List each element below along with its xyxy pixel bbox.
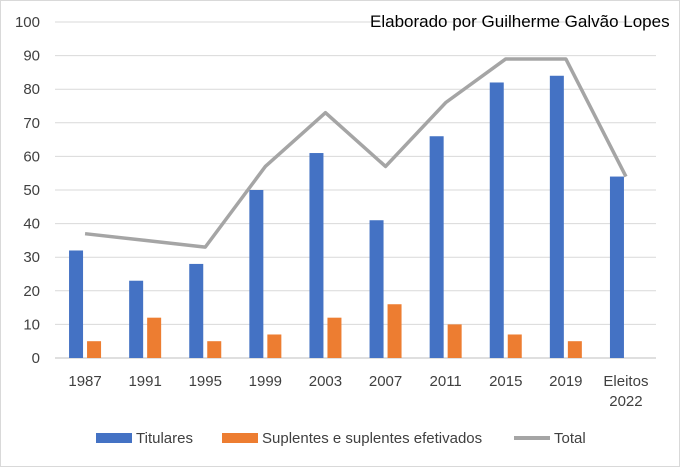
bar-titulares	[129, 280, 144, 358]
x-tick-label: 1987	[68, 373, 101, 390]
y-tick-label: 90	[23, 48, 40, 65]
bar-titulares	[489, 82, 504, 358]
legend-swatch	[222, 433, 258, 443]
bar-titulares	[369, 220, 384, 358]
x-tick-label: 2019	[549, 373, 582, 390]
x-tick-label: 1999	[249, 373, 282, 390]
bar-titulares	[549, 75, 564, 358]
y-tick-label: 60	[23, 148, 40, 165]
y-axis-ticks: 0 10 20 30 40 50 60 70 80 90 100	[15, 14, 40, 367]
x-tick-label: 1995	[189, 373, 222, 390]
bar-titulares	[189, 263, 204, 358]
bar-suplentes-e-suplentes-efetivados	[387, 304, 402, 358]
y-tick-label: 30	[23, 249, 40, 266]
y-tick-label: 40	[23, 216, 40, 233]
x-tick-label: 2007	[369, 373, 402, 390]
grid-lines	[55, 21, 656, 359]
bar-suplentes-e-suplentes-efetivados	[567, 341, 582, 358]
legend: Titulares Suplentes e suplentes efetivado…	[96, 430, 586, 447]
bar-titulares	[429, 136, 444, 358]
x-tick-label: 2015	[489, 373, 522, 390]
bar-titulares	[69, 250, 84, 358]
x-tick-label: 2003	[309, 373, 342, 390]
y-tick-label: 70	[23, 115, 40, 132]
y-tick-label: 0	[32, 350, 40, 367]
x-tick-label: 2011	[430, 373, 462, 390]
legend-label: Suplentes e suplentes efetivados	[262, 430, 482, 447]
bar-suplentes-e-suplentes-efetivados	[147, 317, 162, 358]
chart-annotation: Elaborado por Guilherme Galvão Lopes	[370, 12, 670, 31]
x-tick-label: 1991	[128, 373, 161, 390]
bar-suplentes-e-suplentes-efetivados	[327, 317, 342, 358]
bars	[69, 75, 624, 358]
y-tick-label: 50	[23, 182, 40, 199]
y-tick-label: 10	[23, 316, 40, 333]
bar-titulares	[249, 190, 264, 358]
legend-label: Total	[554, 430, 586, 447]
y-tick-label: 80	[23, 81, 40, 98]
legend-swatch	[96, 433, 132, 443]
x-tick-label: 2022	[609, 393, 642, 410]
bar-suplentes-e-suplentes-efetivados	[507, 334, 522, 358]
legend-label: Titulares	[136, 430, 193, 447]
x-axis-ticks: 1987 1991 1995 1999 2003 2007 2011 2015 2019 Elei…	[68, 373, 648, 410]
x-tick-label: Eleitos	[603, 373, 648, 390]
y-tick-label: 20	[23, 283, 40, 300]
bar-titulares	[309, 153, 324, 358]
bar-suplentes-e-suplentes-efetivados	[447, 324, 462, 358]
y-tick-label: 100	[15, 14, 40, 31]
total-line	[84, 57, 628, 249]
bar-suplentes-e-suplentes-efetivados	[267, 334, 282, 358]
bar-titulares	[609, 176, 624, 358]
bar-suplentes-e-suplentes-efetivados	[207, 341, 222, 358]
line-total	[84, 57, 628, 249]
bar-suplentes-e-suplentes-efetivados	[87, 341, 102, 358]
